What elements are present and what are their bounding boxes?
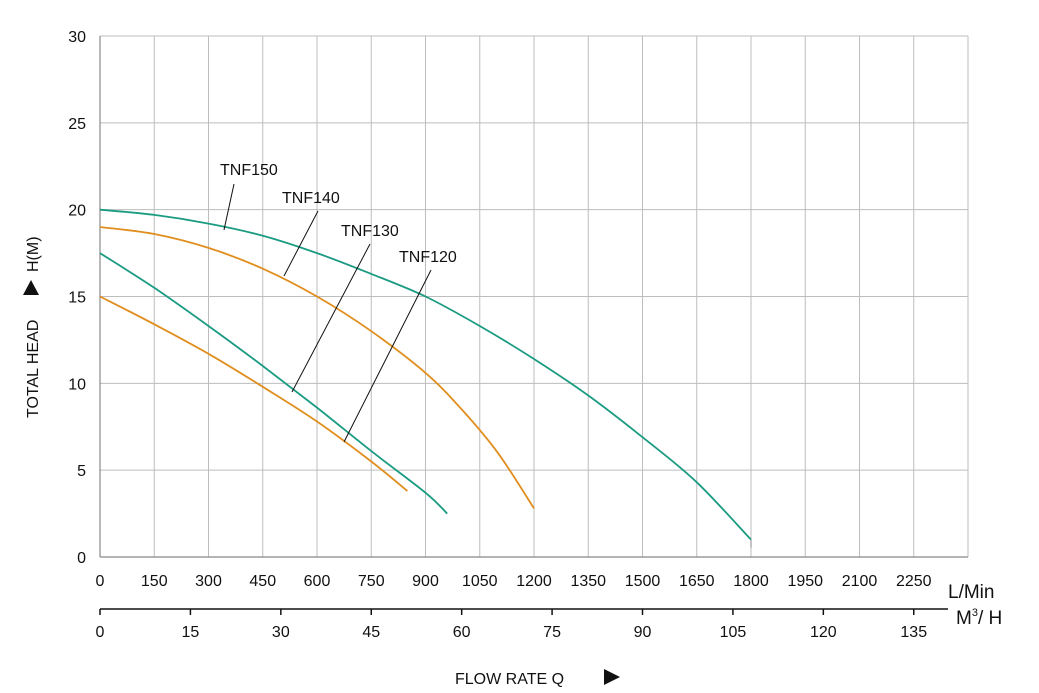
- y-axis-unit-text: H(M): [25, 236, 42, 272]
- x-axis-arrow-icon: [604, 669, 620, 685]
- x-tick-label: 900: [412, 573, 439, 590]
- series-line-tnf130: [99, 252, 448, 515]
- x-tick-label: 1950: [787, 573, 823, 590]
- x-tick-label: 1650: [679, 573, 715, 590]
- x-tick-label: 2250: [896, 573, 932, 590]
- x2-tick-label: 120: [810, 624, 837, 641]
- x2-tick-label: 90: [634, 624, 652, 641]
- callout-line-tnf120: [343, 269, 432, 443]
- x2-tick-label: 60: [453, 624, 471, 641]
- x-tick-label: 750: [358, 573, 385, 590]
- y-tick-label: 0: [77, 550, 86, 567]
- x2-tick-label: 75: [543, 624, 561, 641]
- callout-line-tnf140: [283, 210, 319, 277]
- x2-tick-label: 15: [182, 624, 200, 641]
- y-tick-label: 15: [68, 290, 86, 307]
- series-label-tnf140: TNF140: [282, 190, 340, 207]
- series-layer: [99, 208, 752, 548]
- y-tick-label: 30: [68, 29, 86, 46]
- x-tick-labels: 0 150 300 450 600 750 900 1050 1200 1350 1500 1650 1…: [96, 573, 932, 590]
- y-axis-title: TOTAL HEAD H(M): [23, 236, 42, 418]
- x2-tick-label: 0: [96, 624, 105, 641]
- y-tick-label: 10: [68, 376, 86, 393]
- series-line-tnf150: [99, 208, 752, 541]
- y-tick-label: 5: [77, 463, 86, 480]
- y-axis-title-text: TOTAL HEAD: [25, 320, 42, 418]
- grid: [99, 35, 969, 558]
- x-tick-label: 1050: [462, 573, 498, 590]
- x-tick-label: 150: [141, 573, 168, 590]
- x-tick-label: 300: [195, 573, 222, 590]
- series-line-tnf120: [99, 295, 408, 492]
- y-tick-label: 20: [68, 203, 86, 220]
- x-tick-label: 1350: [570, 573, 606, 590]
- y-axis-arrow-icon: [23, 280, 39, 295]
- x2-tick-label: 135: [900, 624, 927, 641]
- series-label-tnf130: TNF130: [341, 223, 399, 240]
- series-label-tnf150: TNF150: [220, 162, 278, 179]
- x-tick-label: 1500: [625, 573, 661, 590]
- y-tick-labels: 0 5 10 15 20 25 30: [68, 29, 86, 567]
- x-tick-label: 0: [96, 573, 105, 590]
- x2-tick-label: 105: [720, 624, 747, 641]
- x-unit-label: L/Min: [948, 582, 994, 603]
- x-tick-label: 450: [249, 573, 276, 590]
- x-axis-title: FLOW RATE Q: [455, 669, 620, 688]
- callout-line-tnf130: [291, 243, 371, 393]
- callout-line-tnf150: [223, 183, 235, 231]
- y-tick-label: 25: [68, 116, 86, 133]
- series-label-tnf120: TNF120: [399, 249, 457, 266]
- x-tick-label: 600: [304, 573, 331, 590]
- x-axis-title-text: FLOW RATE Q: [455, 671, 564, 688]
- x-tick-label: 1800: [733, 573, 769, 590]
- series-line-tnf140: [99, 226, 535, 509]
- x2-unit-label: M3/ H: [956, 607, 1002, 629]
- secondary-x-axis: 0 15 30 45 60 75 90 105 120 135: [96, 608, 948, 641]
- x2-tick-label: 45: [362, 624, 380, 641]
- x-tick-label: 2100: [842, 573, 878, 590]
- x2-tick-label: 30: [272, 624, 290, 641]
- x-tick-label: 1200: [516, 573, 552, 590]
